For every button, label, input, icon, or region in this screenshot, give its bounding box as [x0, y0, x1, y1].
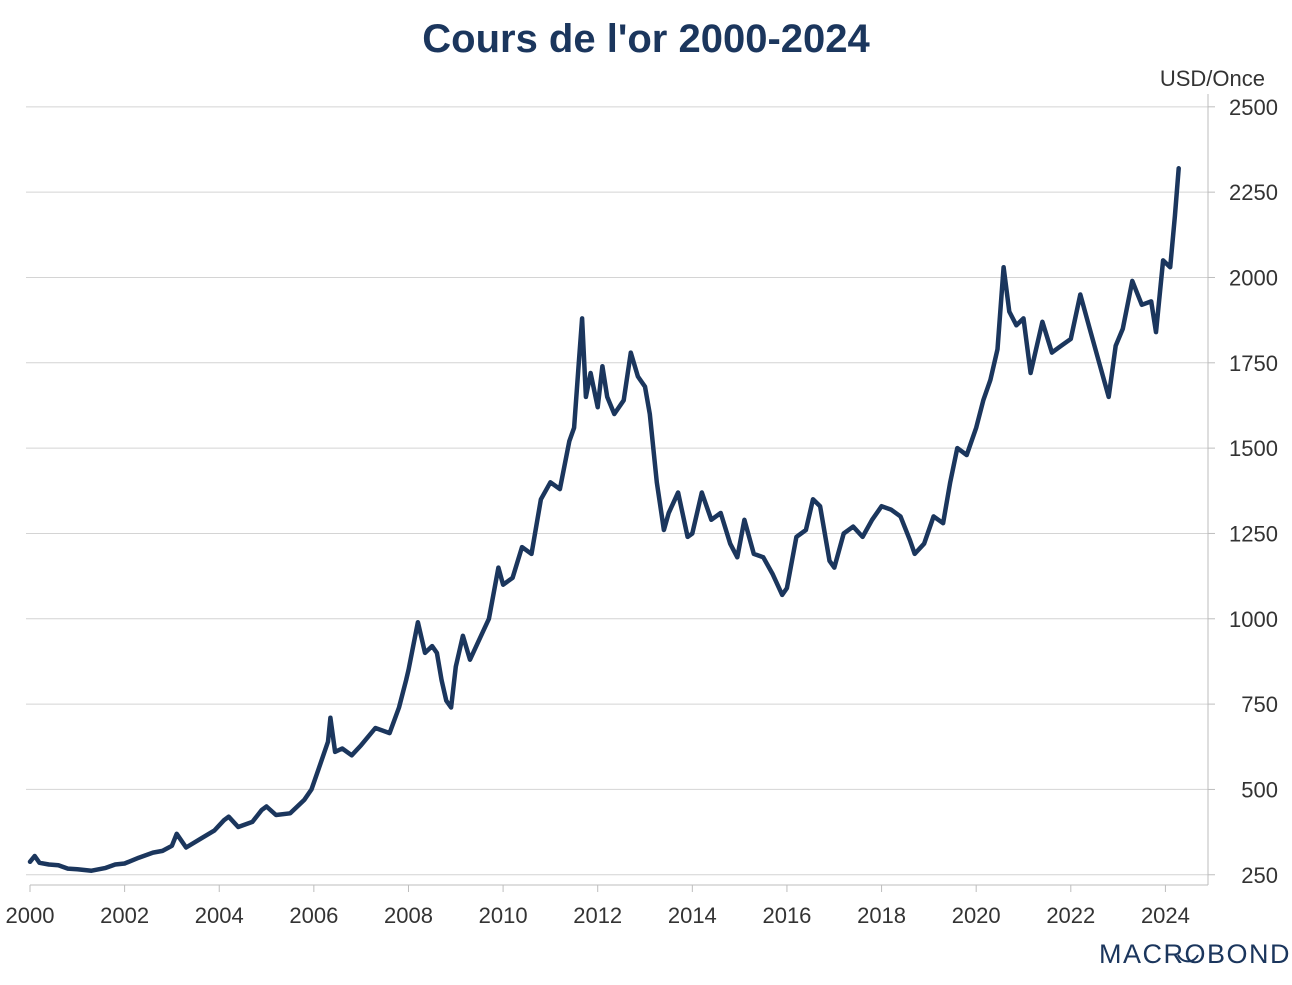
y-tick-label-2250: 2250 — [1229, 180, 1278, 205]
x-tick-label-2010: 2010 — [479, 903, 528, 928]
x-tick-label-2018: 2018 — [857, 903, 906, 928]
y-tick-label-750: 750 — [1241, 692, 1278, 717]
chart-title: Cours de l'or 2000-2024 — [422, 17, 870, 61]
y-tick-label-1750: 1750 — [1229, 351, 1278, 376]
y-axis-unit-label: USD/Once — [1160, 66, 1265, 91]
series-line-gold-price — [27, 166, 1181, 873]
x-tick-label-2008: 2008 — [384, 903, 433, 928]
series-layer — [27, 166, 1181, 873]
y-axis-ticks: 250 500 750 1000 1250 1500 1750 2000 2250 2500 — [1208, 95, 1278, 888]
y-tick-label-500: 500 — [1241, 777, 1278, 802]
grid-lines — [26, 106, 1208, 876]
y-tick-label-1500: 1500 — [1229, 436, 1278, 461]
macrobond-logo: MACROBOND — [1099, 939, 1291, 969]
macrobond-logo-mark — [1177, 954, 1199, 963]
x-tick-label-2022: 2022 — [1046, 903, 1095, 928]
axes — [30, 94, 1209, 886]
macrobond-logo-text: MACROBOND — [1099, 939, 1291, 969]
x-tick-label-2000: 2000 — [6, 903, 55, 928]
x-axis-ticks: 2000 2002 2004 2006 2008 2010 2012 2014 2016 2018… — [6, 885, 1190, 928]
x-tick-label-2016: 2016 — [762, 903, 811, 928]
y-tick-label-1250: 1250 — [1229, 521, 1278, 546]
y-tick-label-250: 250 — [1241, 863, 1278, 888]
x-tick-label-2020: 2020 — [952, 903, 1001, 928]
y-tick-label-2500: 2500 — [1229, 95, 1278, 120]
y-tick-label-2000: 2000 — [1229, 265, 1278, 290]
x-tick-label-2002: 2002 — [100, 903, 149, 928]
x-tick-label-2024: 2024 — [1141, 903, 1190, 928]
x-tick-label-2012: 2012 — [573, 903, 622, 928]
y-tick-label-1000: 1000 — [1229, 607, 1278, 632]
x-tick-label-2014: 2014 — [668, 903, 717, 928]
x-tick-label-2004: 2004 — [195, 903, 244, 928]
x-tick-label-2006: 2006 — [289, 903, 338, 928]
